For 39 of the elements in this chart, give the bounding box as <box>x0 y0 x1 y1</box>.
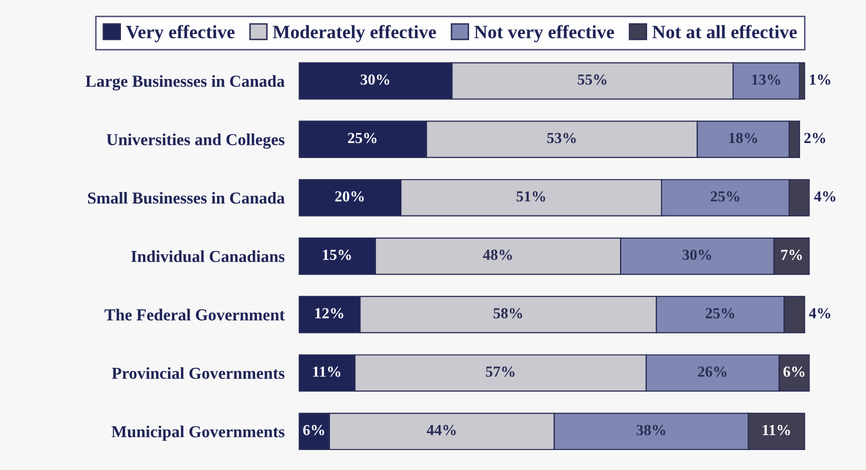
y-tick-label: The Federal Government <box>104 308 285 321</box>
data-label: 57% <box>486 366 514 377</box>
data-label: 48% <box>482 250 512 260</box>
data-label: 44% <box>426 424 456 436</box>
data-label: 11% <box>313 366 340 377</box>
data-label: 11% <box>762 424 790 436</box>
data-label: 2% <box>804 132 826 144</box>
y-tick-label: Individual Canadians <box>131 250 284 262</box>
y-tick-label: Universities and Colleges <box>106 134 284 149</box>
legend-label: Very effective <box>126 24 235 42</box>
data-label: 6% <box>783 366 804 377</box>
data-label: 6% <box>303 424 324 436</box>
data-label: 25% <box>706 308 734 318</box>
y-tick-label: Small Businesses in Canada <box>88 192 285 204</box>
data-label: 51% <box>516 191 546 202</box>
data-label: 58% <box>494 308 522 318</box>
data-label: 26% <box>698 366 726 377</box>
data-label: 30% <box>360 74 390 85</box>
data-label: 53% <box>547 132 576 144</box>
data-label: 12% <box>315 308 344 318</box>
data-label: 38% <box>636 424 666 436</box>
data-label: 15% <box>323 250 351 260</box>
data-label: 18% <box>729 132 758 144</box>
data-label: 1% <box>810 74 830 85</box>
legend-label: Not very effective <box>474 24 614 42</box>
data-label: 7% <box>781 250 802 260</box>
data-label: 25% <box>348 132 376 144</box>
data-label: 4% <box>808 308 830 318</box>
data-label: 30% <box>682 250 712 260</box>
data-label: 20% <box>335 191 364 202</box>
data-label: 25% <box>710 191 740 202</box>
data-label: 55% <box>578 74 606 85</box>
data-label: 13% <box>752 74 780 85</box>
legend-label: Moderately effective <box>272 24 436 42</box>
y-tick-label: Large Businesses in Canada <box>86 75 285 90</box>
data-label: 4% <box>814 191 836 202</box>
y-tick-label: Municipal Governments <box>112 426 284 441</box>
y-tick-label: Provincial Governments <box>112 367 284 379</box>
legend-label: Not at all effective <box>652 24 797 38</box>
